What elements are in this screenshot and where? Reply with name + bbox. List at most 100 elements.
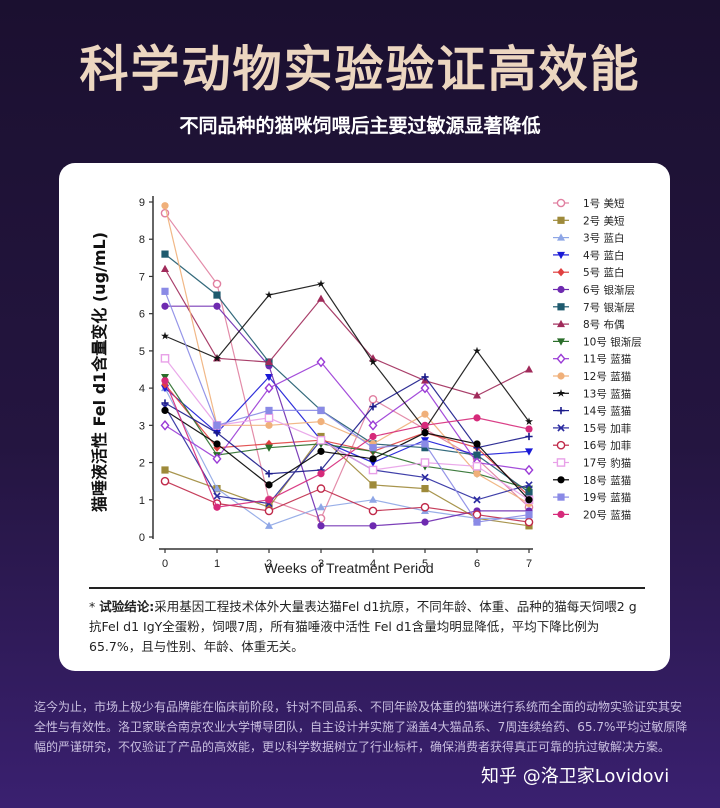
series-10 <box>160 356 534 476</box>
data-point <box>265 481 273 489</box>
legend-item: 18号 蓝猫 <box>553 474 631 487</box>
data-point <box>369 481 377 489</box>
legend-item: 13号 蓝猫 <box>553 387 631 400</box>
data-point <box>265 496 273 504</box>
legend-label: 11号 蓝猫 <box>583 353 631 366</box>
legend-marker <box>557 372 565 380</box>
legend-item: 1号 美短 <box>553 197 625 210</box>
data-point <box>317 470 325 478</box>
legend-label: 10号 银渐层 <box>583 335 642 348</box>
data-point <box>265 357 273 366</box>
data-point <box>212 279 222 289</box>
legend-label: 15号 加菲 <box>583 423 632 435</box>
data-point <box>213 484 221 492</box>
legend-marker <box>557 233 565 241</box>
series-line <box>164 283 530 431</box>
data-point <box>473 496 481 504</box>
series-line <box>164 361 530 471</box>
data-point <box>421 429 429 437</box>
legend-label: 7号 银渐层 <box>583 301 635 314</box>
x-tick-label: 1 <box>214 558 220 570</box>
data-point <box>524 517 534 527</box>
data-point <box>473 391 481 399</box>
data-point <box>161 399 169 407</box>
data-point <box>161 287 169 295</box>
data-point <box>265 406 273 415</box>
legend-item: 14号 蓝猫 <box>553 405 631 418</box>
data-point <box>161 302 169 310</box>
legend-label: 5号 蓝白 <box>583 266 625 279</box>
data-point <box>160 354 170 363</box>
data-point <box>213 421 221 429</box>
legend-label: 13号 蓝猫 <box>583 387 631 400</box>
data-point <box>421 421 429 429</box>
data-point <box>525 448 533 456</box>
watermark: 知乎 @洛卫家Lovidovi <box>481 766 670 787</box>
page-title: 科学动物实验验证高效能 <box>79 41 641 98</box>
legend-marker <box>557 319 565 328</box>
chart-legend: 1号 美短 2号 美短 3号 蓝白 4号 蓝白 5号 蓝白 6号 银渐层 7号 银渐层 8号 … <box>553 197 642 521</box>
data-point <box>213 429 221 437</box>
legend-marker <box>557 476 565 484</box>
series-line <box>164 268 530 397</box>
data-point <box>473 451 481 459</box>
data-point <box>265 290 273 299</box>
data-point <box>473 518 481 526</box>
data-point <box>264 382 274 394</box>
divider <box>89 587 645 589</box>
chart-axes: 0 1 2 3 4 5 6 7 8 9 0 1 2 3 4 5 6 7 <box>139 196 533 570</box>
data-point <box>161 264 169 272</box>
data-point <box>421 440 429 448</box>
data-point <box>369 495 377 503</box>
y-tick-label: 4 <box>139 383 145 395</box>
data-point <box>369 444 377 452</box>
page-subtitle: 不同品种的猫咪饲喂后主要过敏源显著降低 <box>179 115 541 137</box>
data-point <box>421 410 429 418</box>
y-tick-label: 8 <box>139 234 145 246</box>
data-point <box>420 458 430 467</box>
data-point <box>317 279 325 288</box>
data-point <box>368 394 378 404</box>
data-point <box>369 357 377 366</box>
data-point <box>421 444 429 452</box>
legend-label: 14号 蓝猫 <box>583 405 631 418</box>
data-point <box>264 506 274 516</box>
legend-label: 18号 蓝猫 <box>583 474 631 487</box>
y-tick-label: 7 <box>139 271 145 283</box>
series-line <box>165 305 529 527</box>
data-point <box>473 470 481 478</box>
legend-label: 12号 蓝猫 <box>583 370 631 383</box>
legend-item: 15号 加菲 <box>553 423 632 435</box>
x-tick-label: 6 <box>474 558 480 570</box>
legend-item: 5号 蓝白 <box>553 266 625 279</box>
data-point <box>525 365 533 373</box>
y-axis-label: 猫唾液活性 Fel d1含量变化 (ug/mL) <box>90 232 109 512</box>
legend-marker <box>557 251 565 260</box>
y-tick-label: 1 <box>139 495 145 507</box>
conclusion-text: * 试验结论:采用基因工程技术体外大量表达猫Fel d1抗原，不同年龄、体重、品… <box>89 599 637 654</box>
y-tick-label: 2 <box>139 458 145 470</box>
data-point <box>368 506 378 516</box>
data-point <box>160 476 170 486</box>
legend-marker <box>556 458 566 467</box>
data-point <box>525 511 533 519</box>
legend-marker <box>556 353 566 364</box>
legend-label: 6号 银渐层 <box>583 284 635 297</box>
y-tick-label: 9 <box>139 197 145 209</box>
data-point <box>265 470 273 478</box>
data-point <box>213 492 221 500</box>
series-line <box>164 384 530 497</box>
data-point <box>265 444 273 452</box>
series-line <box>164 387 529 527</box>
legend-item: 12号 蓝猫 <box>553 370 631 383</box>
data-point <box>316 484 326 493</box>
data-point <box>473 414 481 422</box>
data-point <box>160 420 170 431</box>
chart-card: 0 1 2 3 4 5 6 7 8 9 0 1 2 3 4 5 6 7 1号 美短 2号 美短 3号 蓝白 4号 蓝白 5… <box>59 163 670 671</box>
legend-marker <box>557 389 565 397</box>
data-point <box>369 403 377 411</box>
legend-marker <box>557 407 565 415</box>
legend-item: 2号 美短 <box>553 214 625 227</box>
series-line <box>164 380 530 508</box>
data-point <box>316 435 326 445</box>
